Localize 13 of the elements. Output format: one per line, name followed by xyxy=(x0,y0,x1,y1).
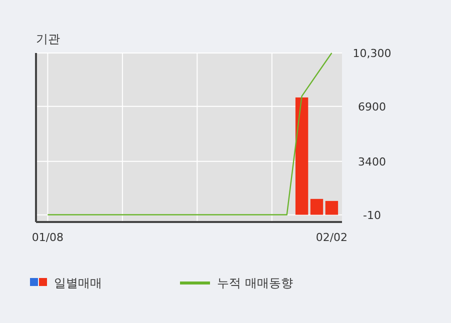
y-tick-label: 6900 xyxy=(358,100,386,114)
bar xyxy=(325,200,338,215)
x-tick-label: 02/02 xyxy=(316,231,348,244)
y-tick-label: -10 xyxy=(363,208,381,222)
x-tick-label: 01/08 xyxy=(32,231,64,244)
bar xyxy=(310,198,324,215)
y-tick-label: 3400 xyxy=(358,155,386,168)
y-tick-label: 10,300 xyxy=(352,47,392,60)
legend-label: 누적 매매동향 xyxy=(217,276,293,290)
line-series xyxy=(47,52,332,216)
chart-title: 기관 xyxy=(36,32,60,46)
legend-label: 일별매매 xyxy=(54,276,102,290)
bar xyxy=(295,97,308,215)
